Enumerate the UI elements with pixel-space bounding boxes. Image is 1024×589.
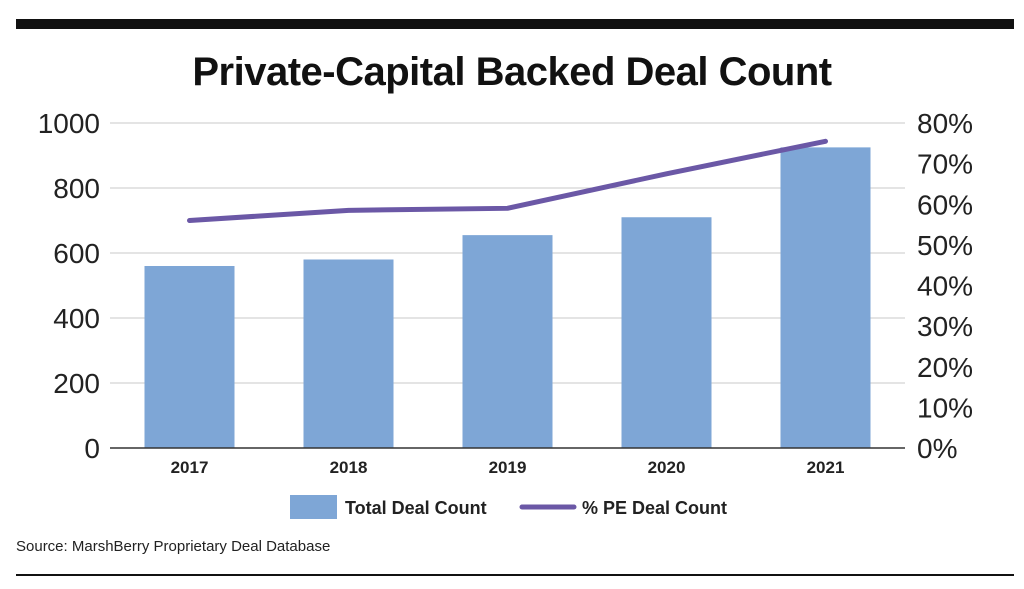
y2-tick-label: 20% bbox=[917, 352, 973, 383]
x-tick-label: 2020 bbox=[648, 458, 686, 477]
y-tick-label: 800 bbox=[53, 173, 100, 204]
y2-tick-label: 40% bbox=[917, 271, 973, 302]
y2-tick-label: 30% bbox=[917, 311, 973, 342]
y-tick-label: 400 bbox=[53, 303, 100, 334]
legend-swatch-bar bbox=[290, 495, 337, 519]
x-tick-label: 2019 bbox=[489, 458, 527, 477]
top-rule bbox=[16, 19, 1014, 29]
bar bbox=[303, 259, 394, 448]
bottom-rule bbox=[16, 574, 1014, 576]
x-tick-label: 2021 bbox=[807, 458, 845, 477]
legend-label-bar: Total Deal Count bbox=[345, 498, 487, 518]
x-tick-label: 2018 bbox=[330, 458, 368, 477]
source-note: Source: MarshBerry Proprietary Deal Data… bbox=[16, 538, 331, 555]
y-tick-label: 200 bbox=[53, 368, 100, 399]
y2-tick-label: 10% bbox=[917, 392, 973, 423]
y-tick-label: 0 bbox=[84, 433, 100, 464]
y2-tick-label: 0% bbox=[917, 433, 957, 464]
y2-tick-label: 80% bbox=[917, 108, 973, 139]
bar bbox=[621, 217, 712, 448]
y-tick-label: 1000 bbox=[38, 108, 100, 139]
line-series bbox=[187, 138, 828, 223]
x-tick-label: 2017 bbox=[171, 458, 209, 477]
y2-tick-label: 70% bbox=[917, 149, 973, 180]
chart-title: Private-Capital Backed Deal Count bbox=[192, 50, 832, 94]
legend-label-line: % PE Deal Count bbox=[582, 498, 727, 518]
y2-tick-label: 50% bbox=[917, 230, 973, 261]
bar bbox=[144, 266, 235, 448]
bar bbox=[780, 147, 871, 448]
bar bbox=[462, 235, 553, 448]
y-tick-label: 600 bbox=[53, 238, 100, 269]
y2-tick-label: 60% bbox=[917, 189, 973, 220]
